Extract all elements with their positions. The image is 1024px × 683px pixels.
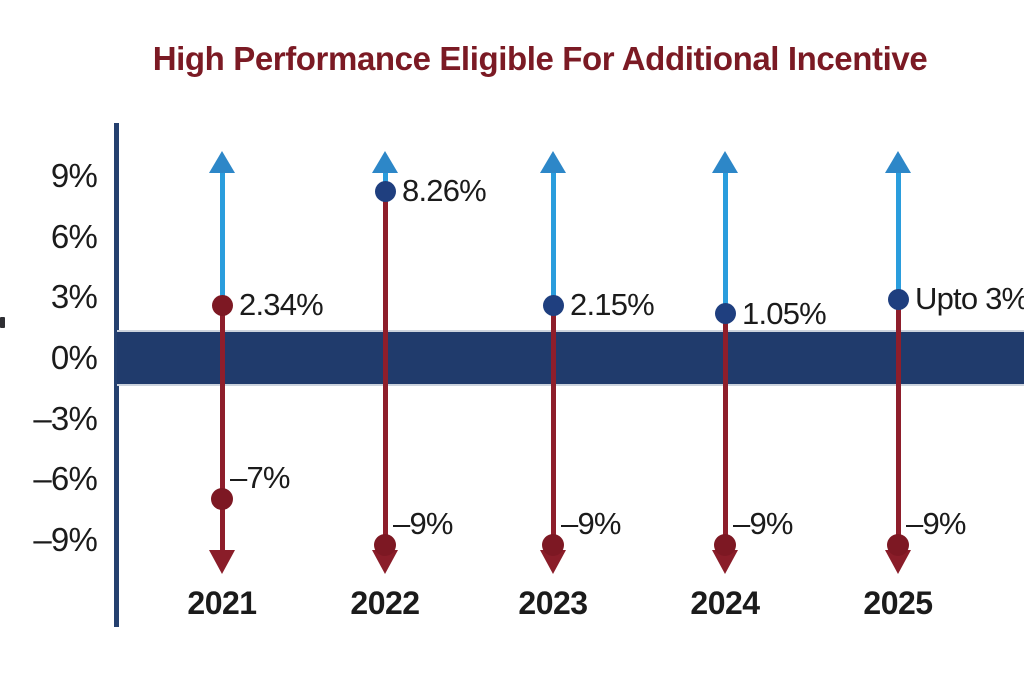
- upside-arrow-shaft: [382, 169, 388, 192]
- left-edge-artifact: [0, 317, 5, 328]
- neutral-band: [117, 329, 1024, 387]
- upside-dot: [211, 294, 233, 316]
- upside-value-label: 1.05%: [742, 295, 827, 331]
- up-arrow-icon: [209, 151, 235, 173]
- upside-arrow-shaft: [219, 169, 225, 306]
- upside-dot: [887, 288, 909, 310]
- downside-arrow-shaft: [722, 313, 728, 556]
- downside-arrow-shaft: [550, 305, 556, 556]
- upside-value-label: 2.15%: [570, 287, 655, 323]
- downside-arrow-shaft: [895, 299, 901, 556]
- downside-value-label: –7%: [230, 460, 290, 496]
- page-title: High Performance Eligible For Additional…: [152, 40, 928, 77]
- upside-arrow-shaft: [550, 169, 556, 306]
- y-axis-line: [114, 123, 119, 627]
- x-axis-year-label: 2023: [518, 585, 588, 621]
- downside-dot: [887, 533, 909, 556]
- y-tick-label: –6%: [33, 460, 97, 498]
- downside-arrow-shaft: [382, 191, 388, 556]
- up-arrow-icon: [885, 151, 911, 173]
- downside-dot: [714, 533, 736, 556]
- downside-arrow-shaft: [219, 305, 225, 556]
- x-axis-year-label: 2025: [863, 585, 933, 621]
- y-tick-label: 9%: [50, 157, 98, 195]
- x-axis-year-label: 2022: [350, 585, 420, 621]
- upside-value-label: 2.34%: [239, 287, 324, 323]
- y-tick-label: 6%: [50, 217, 98, 255]
- downside-value-label: –9%: [393, 505, 453, 541]
- up-arrow-icon: [372, 151, 398, 173]
- upside-arrow-shaft: [722, 169, 728, 314]
- x-axis-year-label: 2021: [187, 585, 257, 621]
- up-arrow-icon: [540, 151, 566, 173]
- y-tick-label: –9%: [33, 520, 97, 558]
- down-arrow-icon: [209, 550, 235, 574]
- x-axis-year-label: 2024: [690, 585, 760, 621]
- downside-value-label: –9%: [733, 505, 793, 541]
- y-tick-label: 0%: [50, 339, 98, 376]
- downside-dot: [374, 533, 396, 556]
- upside-dot: [714, 303, 736, 325]
- y-tick-label: –3%: [33, 399, 97, 437]
- up-arrow-icon: [712, 151, 738, 173]
- upside-dot: [542, 294, 564, 316]
- downside-value-label: –9%: [561, 505, 621, 541]
- downside-dot: [542, 533, 564, 556]
- upside-arrow-shaft: [895, 169, 901, 300]
- upside-value-label: Upto 3%: [915, 281, 1024, 317]
- upside-value-label: 8.26%: [402, 173, 487, 209]
- y-tick-label: 3%: [50, 278, 98, 316]
- downside-dot: [211, 488, 233, 511]
- downside-value-label: –9%: [906, 505, 966, 541]
- upside-dot: [374, 180, 396, 202]
